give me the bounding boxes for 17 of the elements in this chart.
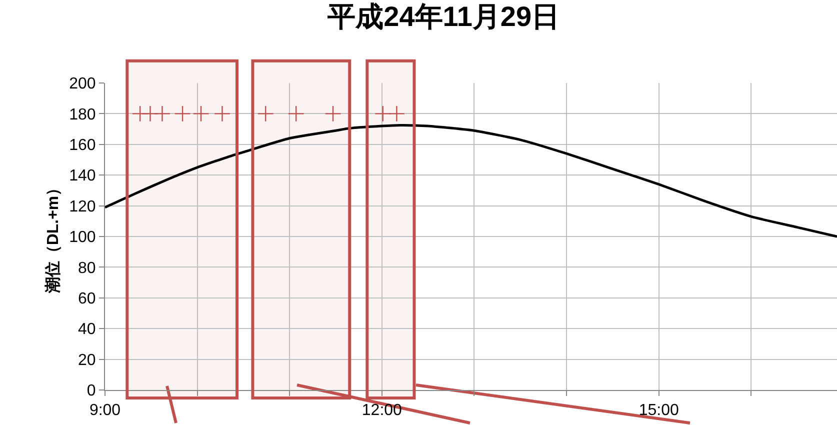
- y-tick-label: 160: [69, 137, 96, 154]
- y-tick-label: 100: [69, 229, 96, 246]
- y-tick-label: 120: [69, 198, 96, 216]
- x-tick-label: 9:00: [89, 402, 121, 420]
- y-tick-label: 140: [69, 168, 96, 185]
- x-tick-label: 15:00: [638, 402, 679, 420]
- y-axis-title: 潮位（DL.+m）: [44, 180, 62, 294]
- y-tick-label: 180: [69, 106, 96, 124]
- line-series: [105, 124, 837, 238]
- chart-title: 平成24年11月29日: [326, 0, 560, 32]
- x-tick-label: 12:00: [362, 402, 402, 420]
- y-tick-label: 200: [69, 76, 96, 93]
- y-tick-label: 20: [78, 352, 96, 369]
- y-tick-label: 40: [78, 321, 96, 338]
- y-tick-label: 80: [78, 260, 96, 277]
- y-tick-label: 0: [86, 382, 96, 400]
- y-tick-label: 60: [78, 290, 96, 308]
